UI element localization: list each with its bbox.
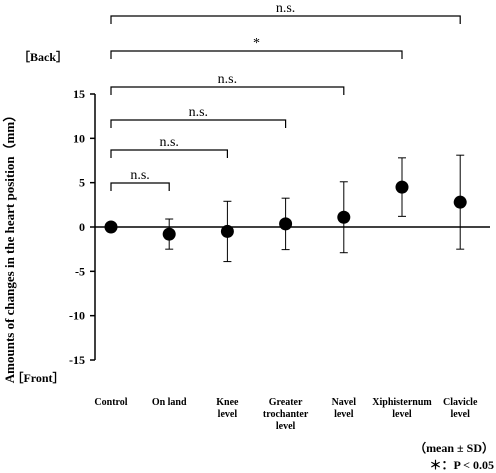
significance-label: * [253, 36, 260, 51]
y-tick-label: -15 [69, 353, 85, 367]
x-tick-label: Navel level [332, 397, 357, 420]
y-tick-label: 15 [73, 87, 85, 101]
top-label: ［Back］ [18, 49, 68, 64]
x-tick-label: Greater trochanter level [263, 397, 309, 432]
point [453, 195, 467, 209]
x-tick-label: On land [152, 397, 187, 408]
x-tick-label: Control [94, 397, 127, 408]
significance-label: n.s. [276, 1, 295, 16]
point [162, 227, 176, 241]
significance-bracket [110, 119, 287, 128]
significance-bracket [110, 149, 228, 158]
point [395, 180, 409, 194]
y-tick-label: 5 [79, 176, 85, 190]
significance-bracket [110, 15, 461, 24]
point [220, 224, 234, 238]
x-tick-label: Xiphisternum level [372, 397, 432, 420]
note: ＊：P < 0.05 [429, 458, 494, 472]
y-tick-label: -10 [69, 309, 85, 323]
point [279, 217, 293, 231]
point [104, 220, 118, 234]
y-tick-label: 0 [79, 220, 85, 234]
x-tick-label: Clavicle level [443, 397, 478, 420]
note: （mean ± SD） [414, 440, 494, 455]
significance-label: n.s. [130, 168, 149, 183]
significance-bracket [110, 182, 170, 191]
significance-label: n.s. [159, 135, 178, 150]
y-tick-label: 10 [73, 131, 85, 145]
y-axis-label: Amounts of changes in the heart position… [2, 109, 17, 383]
significance-label: n.s. [218, 72, 237, 87]
significance-label: n.s. [189, 105, 208, 120]
significance-bracket [110, 50, 403, 59]
point [337, 210, 351, 224]
x-tick-label: Knee level [216, 397, 239, 420]
bottom-label: ［Front］ [11, 370, 64, 385]
y-tick-label: -5 [75, 264, 85, 278]
significance-bracket [110, 86, 345, 95]
